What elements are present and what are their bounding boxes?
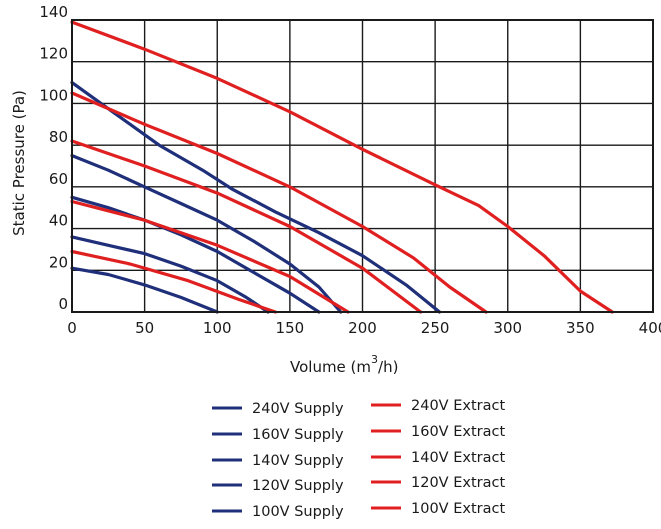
y-tick-label: 140 [39, 3, 68, 21]
x-axis-ticks: 0 50 100 150 200 250 300 350 400 [67, 319, 661, 337]
legend-label-supply: 100V Supply [252, 504, 344, 520]
legend-label-supply: 140V Supply [252, 453, 344, 469]
x-tick-label: 0 [67, 319, 77, 337]
legend-label-supply: 240V Supply [252, 401, 344, 417]
x-tick-label: 400 [639, 319, 661, 337]
x-axis-label-sup: 3 [371, 353, 378, 366]
series-line-120v-extract [70, 199, 350, 314]
legend-label-extract: 140V Extract [411, 450, 505, 466]
x-tick-label: 300 [493, 319, 522, 337]
legend-label-extract: 120V Extract [411, 475, 505, 491]
y-tick-label: 80 [49, 128, 68, 146]
x-tick-label: 50 [135, 319, 154, 337]
y-tick-label: 100 [39, 86, 68, 104]
x-axis-label-suffix: /h) [378, 358, 398, 376]
y-tick-label: 60 [49, 170, 68, 188]
legend-label-supply: 160V Supply [252, 427, 344, 443]
x-axis-label-main: Volume (m [290, 358, 371, 376]
series-line-100v-extract [70, 249, 277, 314]
x-tick-label: 350 [566, 319, 595, 337]
plot-border [71, 19, 654, 313]
y-tick-label: 0 [58, 295, 68, 313]
x-tick-label: 150 [276, 319, 305, 337]
y-axis-label: Static Pressure (Pa) [10, 90, 28, 236]
series-line-120v-supply [70, 235, 270, 314]
y-tick-label: 20 [49, 253, 68, 271]
series-line-160v-supply [70, 154, 343, 314]
x-tick-label: 250 [421, 319, 450, 337]
legend-label-extract: 240V Extract [411, 398, 505, 414]
series-line-100v-supply [70, 266, 219, 314]
series-line-140v-extract [70, 139, 423, 314]
legend: 240V Supply 160V Supply 140V Supply 120V Su… [212, 398, 505, 520]
legend-label-extract: 100V Extract [411, 501, 505, 517]
series-line-160v-extract [70, 91, 488, 314]
series-line-240v-extract [70, 20, 614, 314]
y-tick-label: 40 [49, 212, 68, 230]
series-curves [70, 20, 614, 314]
series-line-240v-supply [70, 81, 442, 314]
x-tick-label: 200 [348, 319, 377, 337]
legend-label-extract: 160V Extract [411, 424, 505, 440]
series-line-140v-supply [70, 195, 321, 314]
y-axis-ticks: 0 20 40 60 80 100 120 140 [39, 3, 68, 313]
x-tick-label: 100 [203, 319, 232, 337]
plot-frame [71, 19, 654, 313]
y-tick-label: 120 [39, 45, 68, 63]
x-axis-label: Volume (m3/h) [290, 353, 398, 376]
legend-label-supply: 120V Supply [252, 478, 344, 494]
